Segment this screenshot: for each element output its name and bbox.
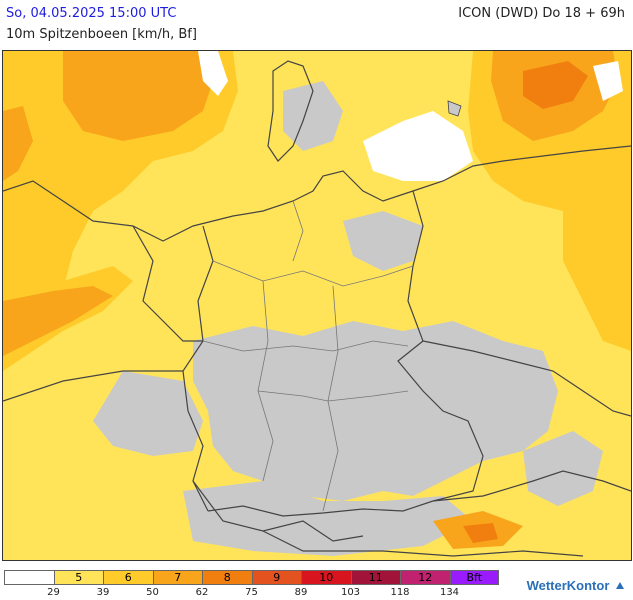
legend-threshold: 134 (439, 587, 460, 598)
legend-bf-label: 5 (75, 571, 83, 584)
legend-bin-7: 7 (152, 570, 202, 585)
model-run-label: ICON (DWD) Do 18 + 69h (458, 6, 625, 21)
legend-threshold: 103 (340, 587, 361, 598)
map-variable-title: 10m Spitzenboeen [km/h, Bf] (6, 27, 197, 42)
white-region-baltic (363, 111, 473, 181)
map-canvas (3, 51, 631, 560)
legend-bin-10: 10 (301, 570, 351, 585)
state-border-2 (202, 340, 409, 352)
legend-threshold: 118 (390, 587, 410, 598)
legend-threshold: 50 (146, 587, 159, 598)
bf4-region-southeast (523, 431, 603, 506)
legend-threshold: 39 (96, 587, 110, 598)
legend-bf-label: 7 (174, 571, 182, 584)
legend-bf-label: 12 (418, 571, 433, 584)
legend-bin-6: 6 (103, 570, 153, 585)
legend-color-bar: 5 6 7 8 9 10 11 12 Bft (4, 570, 499, 585)
white-region-danish-strait (198, 51, 228, 96)
bf8-region-baltic (523, 61, 588, 109)
border-de-east (397, 190, 484, 502)
state-border-6 (292, 200, 304, 262)
legend-threshold: 75 (245, 587, 258, 598)
bf7-region-channel (3, 286, 113, 356)
bf7-region-west-edge (3, 106, 33, 181)
bf7-region-north-sea (63, 51, 213, 141)
legend-bin-8: 8 (202, 570, 252, 585)
denmark-outline (267, 60, 314, 162)
coastline-north (3, 145, 631, 242)
wind-gust-map[interactable] (2, 50, 632, 561)
legend-bin-12: 12 (400, 570, 450, 585)
legend-bf-label: 8 (223, 571, 231, 584)
legend-bf-label: 9 (273, 571, 281, 584)
wetterkontor-logo[interactable]: WetterKontor (527, 578, 625, 593)
legend-bf-label: 11 (368, 571, 383, 584)
logo-text: WetterKontor (526, 578, 610, 593)
logo-mark-icon (616, 582, 624, 589)
state-borders (202, 200, 414, 512)
bf6-region-east (563, 211, 631, 351)
white-region-skagerrak (593, 61, 623, 101)
border-france (3, 370, 183, 402)
bf8-region-alps-spot (463, 523, 498, 543)
country-borders (3, 60, 631, 557)
bf4-region-central-east (343, 211, 423, 271)
legend-bin-below-5 (4, 570, 54, 585)
state-border-1 (212, 260, 414, 287)
legend-bf-label: 10 (319, 571, 334, 584)
legend-bin-bft: Bft (449, 570, 499, 585)
border-poland-czech (422, 340, 631, 417)
legend-threshold-labels: 29 39 50 62 75 89 103 118 134 (4, 587, 504, 599)
legend-bin-9: 9 (251, 570, 301, 585)
border-swiss (192, 480, 364, 542)
legend-bf-label: 6 (124, 571, 132, 584)
legend-threshold: 29 (47, 587, 60, 598)
legend-threshold: 62 (195, 587, 209, 598)
bf4-region-west-central (93, 371, 203, 456)
state-border-5 (257, 390, 409, 402)
legend-bf-label: Bft (466, 571, 483, 584)
legend-bin-11: 11 (350, 570, 400, 585)
forecast-valid-time: So, 04.05.2025 15:00 UTC (6, 6, 177, 21)
border-benelux (132, 225, 203, 342)
legend-bin-5: 5 (53, 570, 103, 585)
border-italy (262, 530, 584, 557)
bf4-region-south-germany (193, 321, 558, 501)
lake-icon (447, 100, 462, 117)
legend-threshold: 89 (294, 587, 308, 598)
border-austria (432, 470, 631, 502)
border-de-south (207, 500, 434, 517)
bf4-region-alps (183, 481, 473, 556)
